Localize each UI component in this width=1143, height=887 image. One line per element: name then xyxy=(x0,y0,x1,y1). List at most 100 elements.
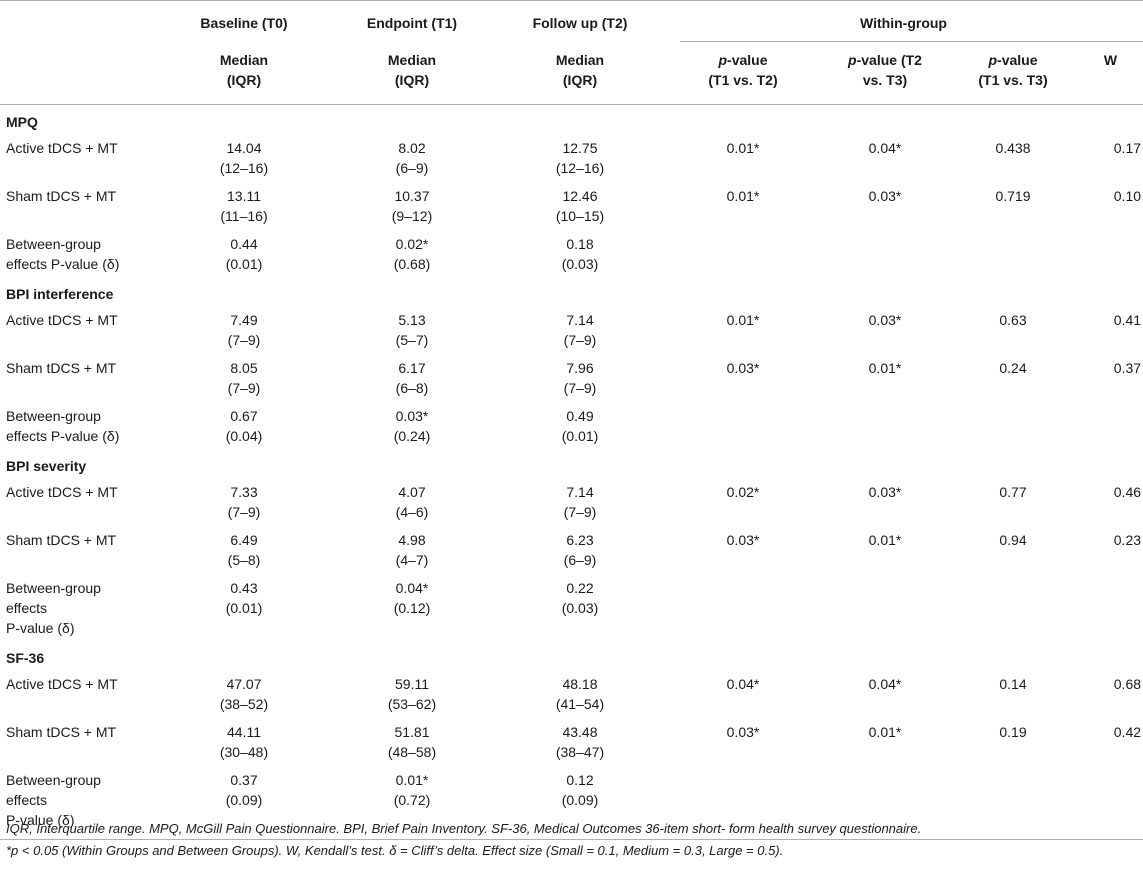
header-empty xyxy=(0,0,160,42)
header-pvalue-t1-t2: p-value (T1 vs. T2) xyxy=(664,42,822,104)
median-cell-t0: 47.07 (38–52) xyxy=(160,668,328,716)
pvalue-p12: 0.03* xyxy=(726,360,760,376)
pvalue-p12: 0.01* xyxy=(726,188,760,204)
median-value: 7.14 xyxy=(566,312,594,328)
table-row: Sham tDCS + MT 44.11 (30–48) 51.81 (48–58) 43… xyxy=(0,716,1143,764)
table-row: Active tDCS + MT 47.07 (38–52) 59.11 (53–62)… xyxy=(0,668,1143,716)
w-value: 0.10 xyxy=(1113,188,1142,204)
median-value: 12.75 xyxy=(562,140,598,156)
median-cell-t0: 6.49 (5–8) xyxy=(160,524,328,572)
pvalue-p13: 0.14 xyxy=(999,676,1027,692)
header-median-t0: Median (IQR) xyxy=(160,42,328,104)
pvalue-p12: 0.03* xyxy=(726,724,760,740)
median-value: 0.18 xyxy=(566,236,594,252)
pvalue-p13: 0.77 xyxy=(999,484,1027,500)
footnote-significance: *p < 0.05 (Within Groups and Between Gro… xyxy=(6,843,784,858)
iqr-value: (12–16) xyxy=(555,160,605,176)
pvalue-p23 xyxy=(822,572,948,640)
iqr-value: (6–9) xyxy=(563,552,597,568)
iqr-value: (0.68) xyxy=(393,256,431,272)
median-cell-t1: 8.02 (6–9) xyxy=(328,132,496,180)
pvalue-p13 xyxy=(948,400,1078,448)
median-cell-t1: 0.01* (0.72) xyxy=(328,764,496,832)
row-label: Sham tDCS + MT xyxy=(0,716,160,764)
median-cell-t0: 8.05 (7–9) xyxy=(160,352,328,400)
iqr-value: (0.01) xyxy=(225,256,263,272)
table-top-rule xyxy=(0,0,1143,1)
iqr-value: (4–6) xyxy=(395,504,429,520)
table-row: Sham tDCS + MT 13.11 (11–16) 10.37 (9–12) 12.… xyxy=(0,180,1143,228)
header-median-t1: Median (IQR) xyxy=(328,42,496,104)
median-cell-t2: 0.49 (0.01) xyxy=(496,400,664,448)
median-cell-t0: 0.44 (0.01) xyxy=(160,228,328,276)
iqr-value: (7–9) xyxy=(563,332,597,348)
median-cell-t2: 48.18 (41–54) xyxy=(496,668,664,716)
median-cell-t2: 0.18 (0.03) xyxy=(496,228,664,276)
iqr-value: (7–9) xyxy=(227,504,261,520)
iqr-value: (48–58) xyxy=(387,744,437,760)
iqr-value: (0.03) xyxy=(561,600,599,616)
median-label: Median xyxy=(555,52,605,68)
pvalue-p12 xyxy=(664,400,822,448)
iqr-value: (0.01) xyxy=(561,428,599,444)
row-label-line: Sham tDCS + MT xyxy=(6,188,117,204)
pvalue-comparison: vs. T3) xyxy=(862,72,908,88)
table-row: Active tDCS + MT 14.04 (12–16) 8.02 (6–9) 12.… xyxy=(0,132,1143,180)
median-cell-t0: 0.37 (0.09) xyxy=(160,764,328,832)
p-letter: p xyxy=(848,52,857,68)
table-footnotes: IQR, Interquartile range. MPQ, McGill Pa… xyxy=(6,818,1136,862)
iqr-value: (0.04) xyxy=(225,428,263,444)
pvalue-rest: -value xyxy=(997,52,1038,68)
iqr-label: (IQR) xyxy=(394,72,430,88)
median-cell-t0: 13.11 (11–16) xyxy=(160,180,328,228)
table-row: Between-group effects P-value (δ) 0.37 (0.09… xyxy=(0,764,1143,832)
pvalue-p23: 0.04* xyxy=(868,676,902,692)
median-cell-t1: 0.04* (0.12) xyxy=(328,572,496,640)
iqr-value: (10–15) xyxy=(555,208,605,224)
row-label-line: effects xyxy=(6,792,47,808)
row-label: Between-group effects P-value (δ) xyxy=(0,400,160,448)
median-value: 0.04* xyxy=(395,580,429,596)
median-cell-t0: 0.67 (0.04) xyxy=(160,400,328,448)
median-value: 0.49 xyxy=(566,408,594,424)
iqr-value: (12–16) xyxy=(219,160,269,176)
median-value: 0.02* xyxy=(395,236,429,252)
w-value: 0.42 xyxy=(1113,724,1142,740)
p-letter: p xyxy=(988,52,998,68)
median-value: 14.04 xyxy=(226,140,262,156)
row-label-line: Active tDCS + MT xyxy=(6,484,118,500)
table-row: Between-group effects P-value (δ) 0.67 (0.0… xyxy=(0,400,1143,448)
pvalue-p12: 0.04* xyxy=(726,676,760,692)
row-label-line: effects P-value (δ) xyxy=(6,428,120,444)
row-label-line: effects P-value (δ) xyxy=(6,256,120,272)
pvalue-p13: 0.438 xyxy=(995,140,1031,156)
iqr-value: (4–7) xyxy=(395,552,429,568)
median-value: 0.01* xyxy=(395,772,429,788)
w-value: 0.68 xyxy=(1113,676,1142,692)
header-pvalue-t1-t3: p-value (T1 vs. T3) xyxy=(948,42,1078,104)
median-cell-t0: 14.04 (12–16) xyxy=(160,132,328,180)
header-empty-2 xyxy=(0,42,160,104)
table-row: Between-group effects P-value (δ) 0.43 (0.01… xyxy=(0,572,1143,640)
section-row: MPQ xyxy=(0,104,1143,132)
median-cell-t1: 5.13 (5–7) xyxy=(328,304,496,352)
row-label: Sham tDCS + MT xyxy=(0,180,160,228)
median-value: 0.22 xyxy=(566,580,594,596)
median-cell-t1: 4.07 (4–6) xyxy=(328,476,496,524)
median-label: Median xyxy=(387,52,437,68)
median-cell-t1: 0.03* (0.24) xyxy=(328,400,496,448)
table-body: MPQ Active tDCS + MT 14.04 (12–16) 8.02 (6–9)… xyxy=(0,104,1143,832)
row-label: Active tDCS + MT xyxy=(0,476,160,524)
median-value: 8.02 xyxy=(398,140,426,156)
median-value: 10.37 xyxy=(394,188,430,204)
pvalue-p13 xyxy=(948,228,1078,276)
median-value: 7.96 xyxy=(566,360,594,376)
iqr-value: (30–48) xyxy=(219,744,269,760)
table-row: Active tDCS + MT 7.49 (7–9) 5.13 (5–7) 7.14 (7… xyxy=(0,304,1143,352)
header-row-2: Median (IQR) Median (IQR) Median (IQR) p-va… xyxy=(0,42,1143,104)
median-cell-t0: 7.49 (7–9) xyxy=(160,304,328,352)
iqr-value: (7–9) xyxy=(563,380,597,396)
iqr-value: (5–8) xyxy=(227,552,261,568)
median-value: 51.81 xyxy=(394,724,430,740)
median-value: 6.23 xyxy=(566,532,594,548)
